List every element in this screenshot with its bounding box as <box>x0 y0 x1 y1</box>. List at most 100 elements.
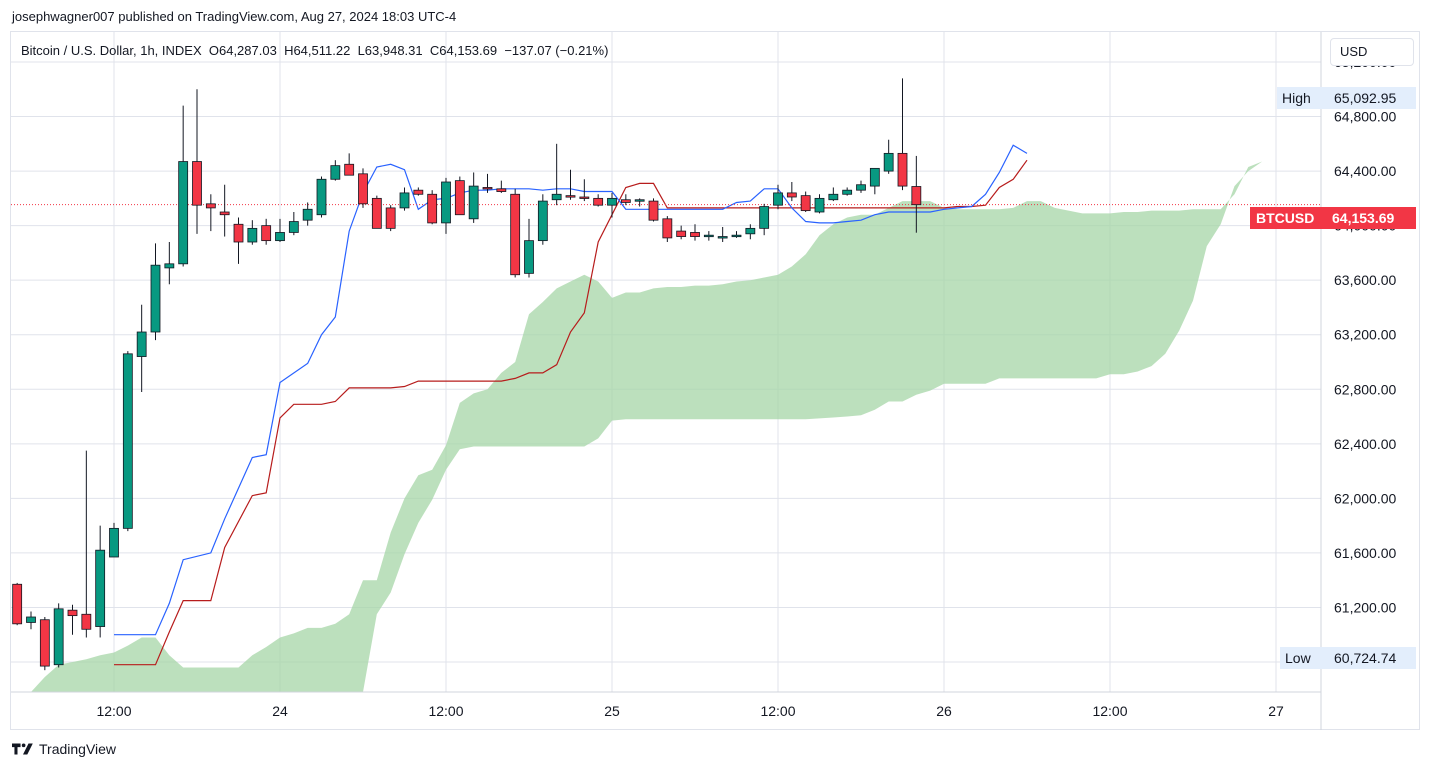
candle-body <box>482 187 493 190</box>
candle-body <box>524 240 534 274</box>
candle-body <box>413 189 424 195</box>
candle <box>261 218 272 245</box>
candle <box>136 304 147 392</box>
x-tick-label: 12:00 <box>96 703 131 719</box>
candle-body <box>731 234 742 238</box>
candle-body <box>842 189 853 195</box>
candle-body <box>164 263 175 269</box>
candle-body <box>620 199 631 203</box>
candle <box>178 105 189 267</box>
candle-body <box>717 236 728 239</box>
publisher-line: josephwagner007 published on TradingView… <box>12 9 457 24</box>
candle <box>109 522 119 558</box>
candle-body <box>330 165 341 180</box>
y-tick-label: 61,200.00 <box>1334 599 1396 615</box>
candle <box>427 190 438 225</box>
legend-open-label: O <box>208 43 219 58</box>
candle <box>703 231 714 241</box>
candle-body <box>302 208 313 221</box>
candle-body <box>385 207 396 229</box>
indicator-lines <box>11 144 1321 666</box>
candle <box>344 153 355 176</box>
x-tick-label: 12:00 <box>428 703 463 719</box>
ichimoku-cloud <box>31 161 1263 692</box>
candles <box>12 78 922 671</box>
legend-symbol: Bitcoin / U.S. Dollar, 1h, INDEX <box>21 43 202 58</box>
candle <box>219 184 230 237</box>
candle-body <box>911 186 922 206</box>
candle-body <box>358 173 368 205</box>
candle <box>468 172 479 223</box>
candle <box>814 194 825 214</box>
y-tick-label: 62,800.00 <box>1334 381 1396 397</box>
candle <box>717 227 728 242</box>
candle-body <box>441 181 451 224</box>
candle-body <box>800 195 811 212</box>
currency-selector[interactable]: USD <box>1330 38 1414 66</box>
legend-close: 64,153.69 <box>439 43 498 58</box>
candle <box>620 194 631 206</box>
legend-low: 63,948.31 <box>364 43 423 58</box>
candle-body <box>856 184 866 191</box>
candle-body <box>427 193 438 224</box>
candle-body <box>593 197 604 206</box>
candle-body <box>454 180 465 216</box>
candle <box>828 187 839 202</box>
candle <box>288 212 299 236</box>
candle-body <box>219 211 230 216</box>
candle-body <box>205 203 216 209</box>
legend-high: 64,511.22 <box>293 43 351 58</box>
candle-body <box>897 152 908 187</box>
candle-body <box>662 218 673 239</box>
candle <box>454 176 465 216</box>
candle <box>510 188 521 278</box>
y-tick-label: 61,600.00 <box>1334 545 1396 561</box>
candle-body <box>759 206 770 229</box>
candle <box>759 203 770 236</box>
candle-body <box>676 230 687 237</box>
candle-body <box>607 197 617 206</box>
candle <box>482 173 493 193</box>
candle <box>330 160 341 181</box>
candle-body <box>288 221 299 233</box>
candle-body <box>869 167 880 187</box>
candle <box>53 603 64 668</box>
cloud-area <box>31 161 1263 692</box>
candle <box>883 139 894 174</box>
low-marker-label: Low <box>1280 647 1329 669</box>
symbol-price-tag: BTCUSD <box>1250 207 1324 229</box>
candle-body <box>136 331 147 357</box>
candle-body <box>316 178 327 216</box>
candle-body <box>468 185 479 220</box>
brand-name: TradingView <box>39 741 117 757</box>
y-tick-label: 64,400.00 <box>1334 163 1396 179</box>
candle <box>537 194 548 245</box>
x-tick-label: 12:00 <box>760 703 795 719</box>
x-tick-label: 12:00 <box>1092 703 1127 719</box>
candle-body <box>814 197 825 213</box>
candle <box>164 242 175 285</box>
candle <box>897 78 908 191</box>
candle <box>275 218 285 242</box>
candle <box>302 202 313 226</box>
candle <box>800 191 811 212</box>
candle-body <box>53 608 64 666</box>
candle-body <box>247 227 258 243</box>
candle <box>413 187 424 196</box>
candle-body <box>828 193 839 201</box>
candle-body <box>496 188 507 192</box>
candle-body <box>26 616 36 623</box>
candle-body <box>67 609 78 617</box>
low-marker-value: 60,724.74 <box>1329 647 1416 669</box>
candle <box>39 617 50 671</box>
tradingview-logo-icon <box>12 743 33 755</box>
brand-footer[interactable]: TradingView <box>12 741 116 757</box>
base-line <box>114 159 1028 666</box>
legend-change: −137.07 (−0.21%) <box>504 43 609 58</box>
x-tick-label: 26 <box>936 703 952 719</box>
conversion-line <box>114 144 1028 636</box>
candle <box>648 198 659 222</box>
candle <box>358 168 368 208</box>
y-tick-label: 64,800.00 <box>1334 109 1396 125</box>
